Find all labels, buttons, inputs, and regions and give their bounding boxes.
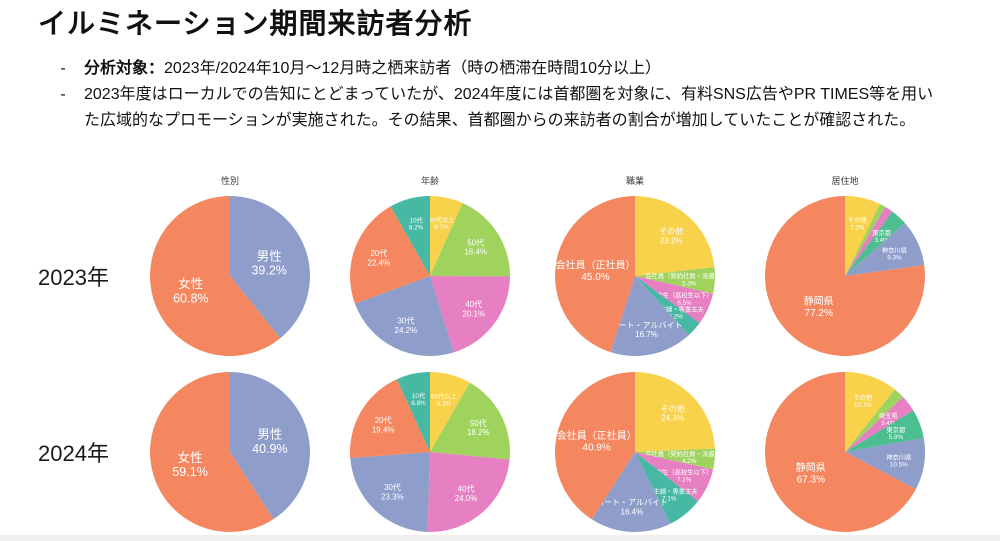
bullet-marker: - (60, 60, 66, 77)
column-header-occupation: 職業 (625, 176, 644, 186)
bullet-text: 分析対象：2023年/2024年10月～12月時之栖来訪者（時の栖滞在時間10分… (84, 56, 661, 81)
svg-text:会社員（契約社員・派遣社員）4.2%: 会社員（契約社員・派遣社員）4.2% (645, 449, 718, 465)
bullet-lead: 分析対象： (84, 60, 165, 77)
svg-text:学生（高校生以下）6.5%: 学生（高校生以下） 6.5% (656, 291, 713, 307)
grid-corner-spacer (0, 170, 130, 188)
pie-2023-age: 60代以上 6.7% 50代 18.4% 40代 20.1% 30代 24.2% 20代 22.4… (330, 188, 530, 364)
row-label-2024: 2024年 (38, 441, 109, 466)
pie-2024-age: 60代以上 8.3% 50代 18.2% 40代 24.0% 30代 23.3% 20代 19.4… (330, 364, 530, 540)
bullet-body: 2023年/2024年10月～12月時之栖来訪者（時の栖滞在時間10分以上） (164, 60, 662, 77)
bullet-text: 2023年度はローカルでの告知にとどまっていたが、2024年度には首都圏を対象に… (84, 82, 948, 133)
page-title: イルミネーション期間来訪者分析 (38, 8, 473, 39)
svg-text:会社員（正社員）45.0%: 会社員（正社員） 45.0% (556, 258, 636, 283)
svg-text:会社員（正社員）40.9%: 会社員（正社員） 40.9% (557, 429, 637, 454)
svg-text:学生（高校生以下）7.1%: 学生（高校生以下） 7.1% (656, 467, 713, 483)
bullet-item: - 分析対象：2023年/2024年10月～12月時之栖来訪者（時の栖滞在時間1… (58, 56, 948, 81)
charts-grid: 性別 年齢 職業 居住地 2023年 男性 39.2% 女性 60.8% 60代以上 6… (0, 170, 1000, 540)
bottom-strip (0, 535, 1000, 541)
column-header-age: 年齢 (420, 176, 439, 186)
pie-2023-gender: 男性 39.2% 女性 60.8% (130, 188, 330, 364)
bullet-body: 2023年度はローカルでの告知にとどまっていたが、2024年度には首都圏を対象に… (84, 86, 934, 129)
svg-text:会社員（契約社員・派遣社員）5.3%: 会社員（契約社員・派遣社員）5.3% (645, 271, 718, 287)
column-header-gender: 性別 (220, 176, 239, 186)
pie-2023-residence: その他 7.2% 東京都 3.4% 神奈川県 9.3% 静岡県 77.2% (740, 188, 950, 364)
bullet-list: - 分析対象：2023年/2024年10月～12月時之栖来訪者（時の栖滞在時間1… (58, 56, 948, 134)
bullet-item: - 2023年度はローカルでの告知にとどまっていたが、2024年度には首都圏を対… (58, 82, 948, 133)
charts-section: 性別 年齢 職業 居住地 2023年 男性 39.2% 女性 60.8% 60代以上 6… (0, 170, 1000, 540)
pie-2024-gender: 男性 40.9% 女性 59.1% (130, 364, 330, 540)
pie-2024-residence: その他 10.7% 埼玉県 3.4% 東京都 5.9% 神奈川県 10.5% 静岡県 67.3% (740, 364, 950, 540)
column-header-residence: 居住地 (831, 176, 859, 186)
row-label-2023: 2023年 (38, 265, 109, 290)
bullet-marker: - (60, 86, 66, 104)
